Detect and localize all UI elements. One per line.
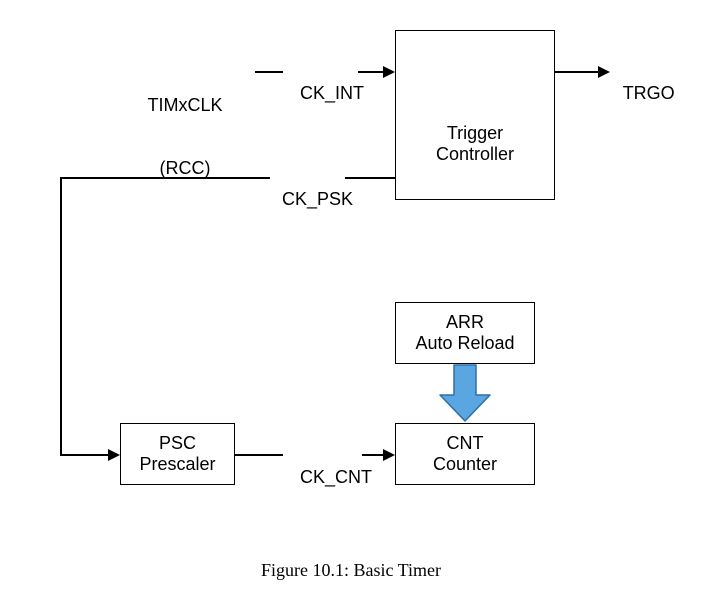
box-psc: PSC Prescaler: [120, 423, 235, 485]
edge-ckint-to-trigger: [358, 71, 385, 73]
label-ck-cnt: CK_CNT: [290, 446, 372, 488]
box-arr-line2: Auto Reload: [415, 333, 514, 354]
label-clk-src-line1: TIMxCLK: [130, 95, 240, 116]
edge-ckcnt-to-cnt: [362, 454, 385, 456]
box-cnt-line2: Counter: [433, 454, 497, 475]
box-trigger-line2: Controller: [396, 144, 554, 165]
box-arr-line1: ARR: [446, 312, 484, 333]
block-arrow-arr-to-cnt: [438, 363, 492, 425]
box-cnt-line1: CNT: [447, 433, 484, 454]
diagram-stage: { "type": "flowchart", "background_color…: [0, 0, 702, 603]
label-ck-psk: CK_PSK: [272, 168, 353, 210]
figure-caption: Figure 10.1: Basic Timer: [0, 560, 702, 581]
box-psc-line1: PSC: [159, 433, 196, 454]
edge-trigger-to-trgo: [555, 71, 600, 73]
label-clk-src-line2: (RCC): [130, 158, 240, 179]
box-psc-line2: Prescaler: [139, 454, 215, 475]
edge-ckpsk-left: [60, 177, 270, 179]
arrowhead-ckpsk-to-psc: [108, 449, 120, 461]
edge-psc-to-ckcnt: [235, 454, 283, 456]
box-cnt: CNT Counter: [395, 423, 535, 485]
edge-clk-to-ckint-dash: [255, 71, 283, 73]
edge-ckpsk-to-psc: [60, 454, 110, 456]
label-trgo: TRGO: [613, 62, 675, 104]
edge-ckpsk-right: [345, 177, 395, 179]
box-trigger-line1: Trigger: [396, 123, 554, 144]
label-ck-int: CK_INT: [290, 62, 364, 104]
arrowhead-ckint-to-trigger: [383, 66, 395, 78]
arrowhead-ckcnt-to-cnt: [383, 449, 395, 461]
box-arr: ARR Auto Reload: [395, 302, 535, 364]
edge-ckpsk-down: [60, 177, 62, 454]
box-trigger-controller: Trigger Controller: [395, 30, 555, 200]
arrowhead-trigger-to-trgo: [598, 66, 610, 78]
